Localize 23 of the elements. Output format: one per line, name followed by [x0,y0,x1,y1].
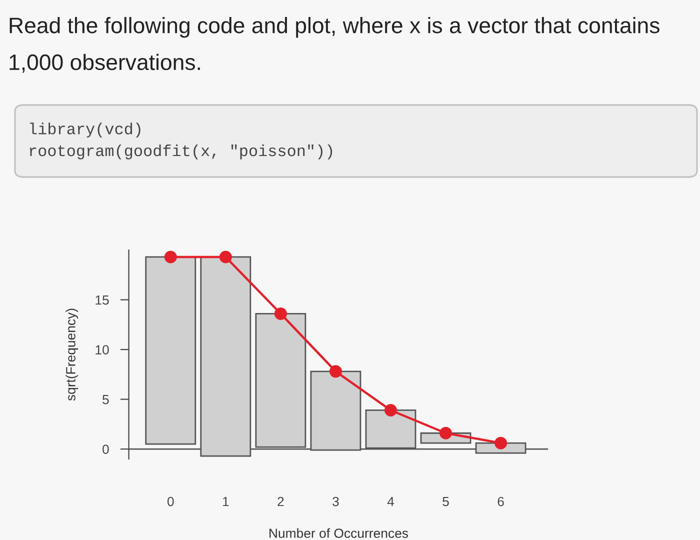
x-tick-label: 3 [332,496,339,506]
y-tick-label: 0 [102,444,109,454]
y-tick-label: 15 [96,295,109,305]
x-tick-label: 0 [167,496,174,506]
x-tick-label: 2 [278,496,284,506]
x-axis-title: Number of Occurrences [270,528,408,538]
y-tick-label: 5 [102,394,109,404]
x-tick-label: 4 [387,496,394,506]
chart-subtitle: library(vcd) rootogram(goodfit(x, "poisson")) [30,122,332,160]
bar [145,256,196,445]
point [329,365,342,378]
point [274,307,287,320]
point [440,426,452,440]
point [219,250,232,264]
chart-title: Read the following code and plot, where x is a vector that contains 1,000 observations. [10,17,660,73]
y-tick-label: 10 [96,345,109,354]
x-tick-label: 5 [442,496,449,506]
y-axis-title: sqrt(Frequency) [66,308,78,401]
x-tick-label: 1 [222,496,229,506]
point [384,404,397,416]
point [494,436,508,450]
point [164,250,177,264]
x-tick-label: 6 [498,496,504,506]
